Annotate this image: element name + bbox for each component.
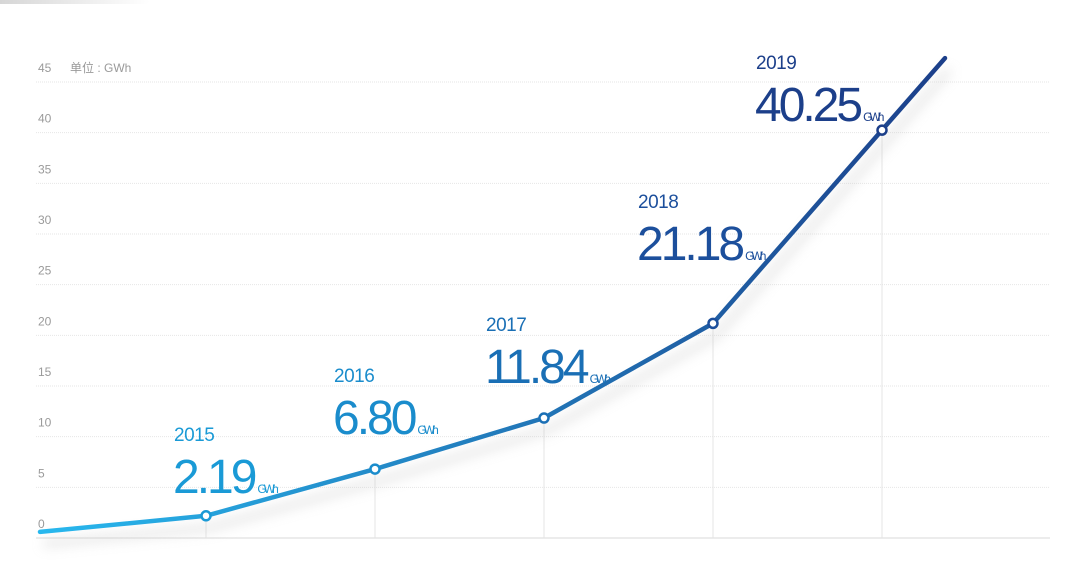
value-label: 6.80 bbox=[333, 392, 416, 445]
data-point-2018 bbox=[707, 317, 719, 330]
y-tick-label: 35 bbox=[38, 162, 52, 176]
y-tick-label: 45 bbox=[38, 61, 52, 75]
gridlines bbox=[36, 81, 1050, 539]
value-unit: GWh bbox=[863, 110, 884, 124]
data-point-2016 bbox=[369, 463, 381, 475]
year-label: 2017 bbox=[486, 315, 526, 336]
y-tick-label: 20 bbox=[38, 314, 52, 328]
value-label: 2.19 bbox=[173, 451, 256, 504]
y-tick-label: 40 bbox=[38, 112, 52, 126]
top-left-shadow bbox=[0, 0, 150, 4]
y-tick-label: 30 bbox=[38, 213, 52, 227]
data-label-2017: 11.84 GWh bbox=[485, 341, 610, 394]
line-shadow bbox=[43, 68, 952, 547]
y-tick-label: 15 bbox=[38, 365, 52, 379]
year-label: 2019 bbox=[756, 53, 796, 74]
y-tick-label: 25 bbox=[38, 264, 52, 278]
value-unit: GWh bbox=[745, 249, 766, 263]
data-label-2018: 21.18 GWh bbox=[637, 218, 766, 271]
data-point-2015 bbox=[200, 510, 212, 522]
data-label-2016: 6.80 GWh bbox=[333, 392, 438, 445]
data-markers bbox=[200, 124, 888, 522]
value-unit: GWh bbox=[257, 482, 278, 496]
y-tick-label: 10 bbox=[38, 416, 52, 430]
data-label-2015: 2.19 GWh bbox=[173, 451, 278, 504]
unit-label: 单位 : GWh bbox=[70, 60, 131, 75]
year-label: 2015 bbox=[174, 425, 214, 446]
year-label: 2018 bbox=[638, 192, 678, 213]
value-label: 11.84 bbox=[485, 341, 589, 394]
drop-lines bbox=[205, 130, 883, 538]
data-point-2017 bbox=[538, 412, 550, 424]
value-label: 21.18 bbox=[637, 218, 743, 271]
value-unit: GWh bbox=[590, 372, 611, 386]
year-label: 2016 bbox=[334, 366, 374, 387]
data-label-2019: 40.25 GWh bbox=[755, 79, 884, 132]
y-tick-label: 0 bbox=[38, 517, 45, 531]
data-point-2019 bbox=[876, 124, 888, 136]
value-label: 40.25 bbox=[755, 79, 861, 132]
value-unit: GWh bbox=[417, 423, 438, 437]
y-tick-label: 5 bbox=[38, 466, 45, 480]
y-axis: 0 5 10 15 20 25 30 35 40 45 bbox=[38, 61, 52, 531]
